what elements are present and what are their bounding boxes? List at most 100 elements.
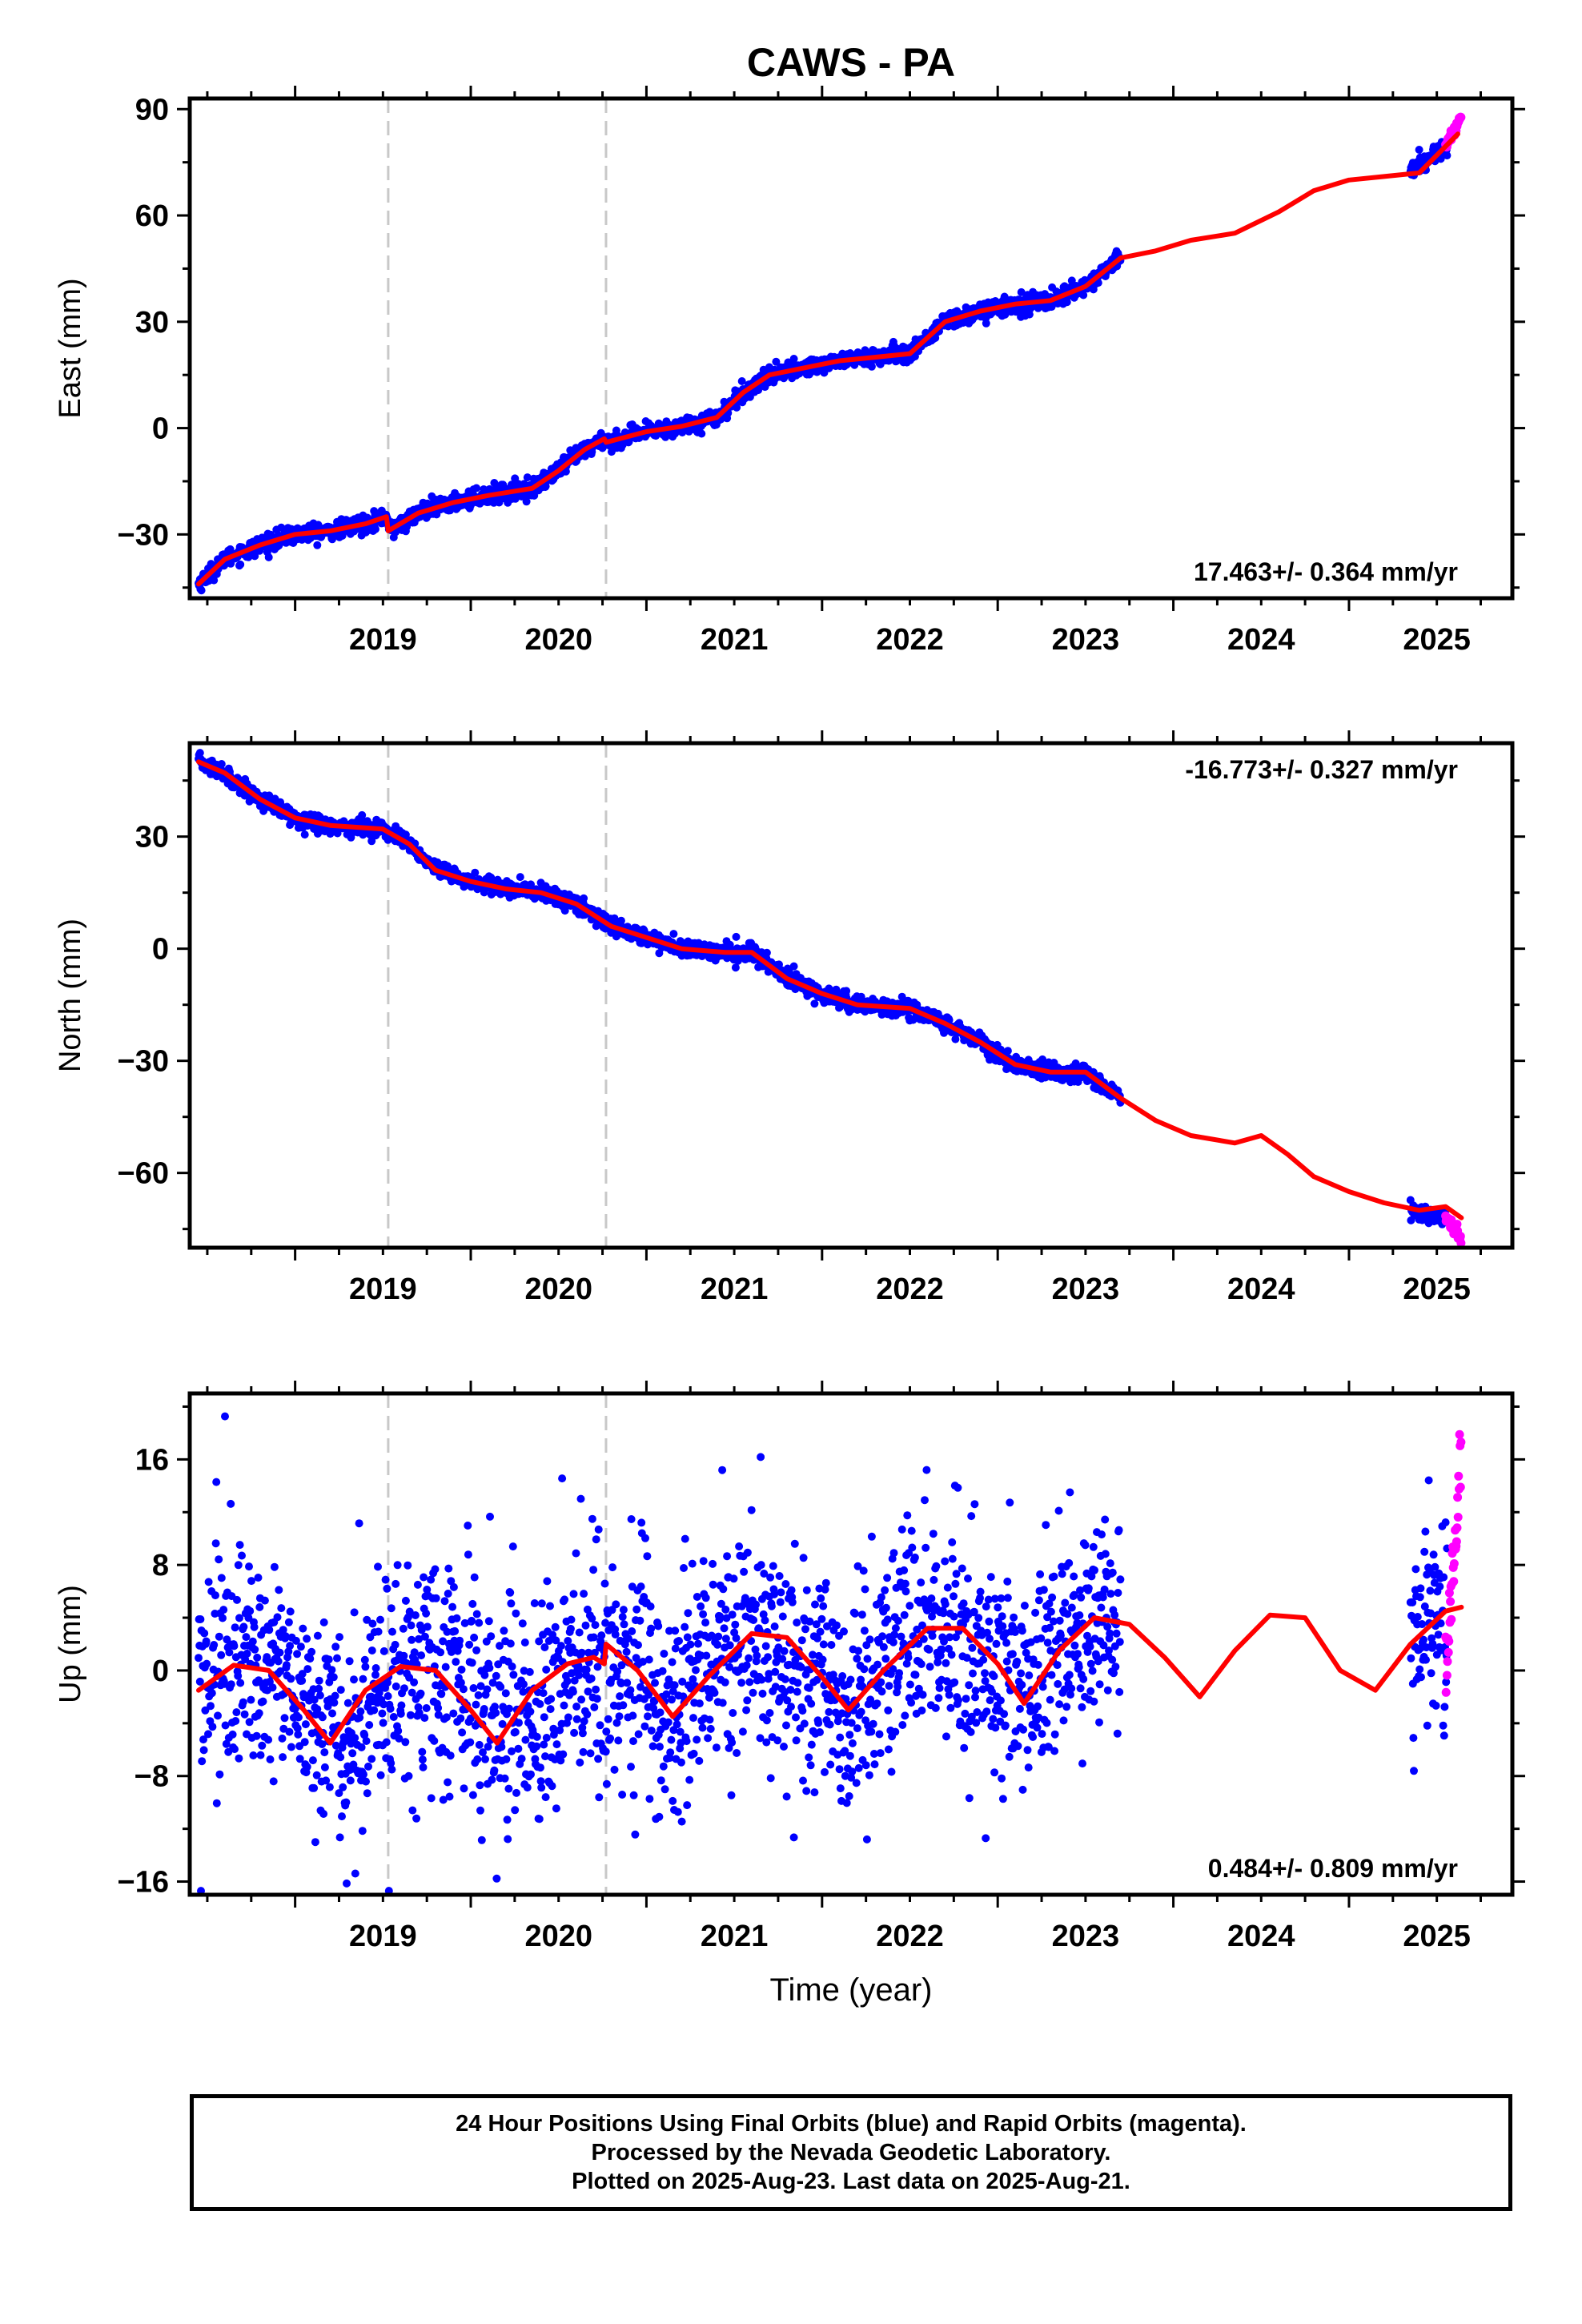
final-orbit-point bbox=[219, 1606, 228, 1614]
final-orbit-point bbox=[458, 1728, 467, 1737]
final-orbit-point bbox=[362, 1737, 371, 1745]
final-orbit-point bbox=[388, 1627, 396, 1636]
final-orbit-point bbox=[287, 1675, 295, 1683]
final-orbit-point bbox=[307, 1647, 316, 1656]
final-orbit-point bbox=[535, 1815, 544, 1823]
final-orbit-point bbox=[231, 1745, 239, 1754]
final-orbit-point bbox=[397, 1701, 406, 1710]
final-orbit-point bbox=[367, 1755, 376, 1763]
final-orbit-point bbox=[335, 1833, 344, 1842]
final-orbit-point bbox=[247, 1577, 255, 1586]
final-orbit-point bbox=[580, 894, 588, 903]
final-orbit-point bbox=[246, 1606, 255, 1615]
final-orbit-point bbox=[413, 1580, 422, 1589]
final-orbit-point bbox=[508, 1663, 516, 1671]
final-orbit-point bbox=[465, 1640, 474, 1649]
y-tick-label: 30 bbox=[135, 821, 169, 854]
final-orbit-point bbox=[348, 1749, 357, 1758]
final-orbit-point bbox=[504, 1835, 512, 1844]
final-orbit-point bbox=[444, 1590, 452, 1598]
final-orbit-point bbox=[197, 586, 206, 595]
final-orbit-point bbox=[542, 1734, 551, 1742]
final-orbit-point bbox=[217, 1574, 226, 1582]
final-orbit-point bbox=[306, 1655, 315, 1663]
final-orbit-point bbox=[255, 1709, 263, 1718]
final-orbit-point bbox=[492, 1874, 501, 1883]
final-orbit-point bbox=[284, 1618, 293, 1626]
final-orbit-point bbox=[211, 1539, 220, 1548]
final-orbit-point bbox=[473, 1755, 482, 1763]
final-orbit-point bbox=[472, 1610, 481, 1618]
final-orbit-point bbox=[269, 1777, 278, 1786]
final-orbit-point bbox=[242, 1633, 251, 1642]
final-orbit-point bbox=[371, 525, 379, 533]
final-orbit-point bbox=[367, 1647, 376, 1655]
final-orbit-point bbox=[484, 1617, 493, 1626]
final-orbit-point bbox=[490, 1766, 499, 1775]
final-orbit-point bbox=[485, 1663, 494, 1672]
final-orbit-point bbox=[232, 1708, 241, 1717]
final-orbit-point bbox=[391, 1579, 400, 1588]
final-orbit-point bbox=[537, 1599, 546, 1608]
final-orbit-point bbox=[546, 1602, 554, 1610]
final-orbit-point bbox=[256, 1751, 265, 1759]
final-orbit-point bbox=[515, 1719, 523, 1727]
final-orbit-point bbox=[264, 553, 273, 561]
final-orbit-point bbox=[359, 1770, 367, 1779]
final-orbit-point bbox=[540, 1740, 548, 1749]
final-orbit-point bbox=[351, 1734, 359, 1743]
final-orbit-point bbox=[503, 1815, 512, 1824]
final-orbit-point bbox=[268, 1683, 277, 1692]
final-orbit-point bbox=[483, 1685, 492, 1694]
final-orbit-point bbox=[408, 1635, 416, 1644]
final-orbit-point bbox=[432, 1594, 440, 1602]
final-orbit-point bbox=[376, 1615, 384, 1624]
final-orbit-point bbox=[351, 1869, 359, 1878]
final-orbit-point bbox=[225, 1648, 234, 1657]
final-orbit-point bbox=[342, 1798, 351, 1807]
final-orbit-point bbox=[1415, 146, 1423, 154]
final-orbit-point bbox=[430, 1736, 439, 1745]
final-orbit-point bbox=[423, 1622, 432, 1631]
y-axis-label: East (mm) bbox=[54, 278, 87, 418]
final-orbit-point bbox=[273, 1613, 282, 1622]
final-orbit-point bbox=[243, 1649, 251, 1658]
final-orbit-point bbox=[525, 1667, 534, 1676]
final-orbit-point bbox=[248, 1637, 257, 1646]
final-orbit-point bbox=[274, 1657, 283, 1666]
final-orbit-point bbox=[514, 1744, 523, 1753]
final-orbit-point bbox=[422, 1704, 431, 1712]
final-orbit-point bbox=[418, 1747, 427, 1756]
final-orbit-point bbox=[219, 1614, 227, 1622]
x-tick-label: 2019 bbox=[349, 623, 417, 657]
final-orbit-point bbox=[387, 1765, 396, 1774]
final-orbit-point bbox=[343, 1699, 352, 1707]
final-orbit-point bbox=[204, 1578, 213, 1586]
final-orbit-point bbox=[350, 1608, 359, 1617]
x-tick-label: 2024 bbox=[1227, 1273, 1295, 1306]
final-orbit-point bbox=[239, 1622, 248, 1631]
final-orbit-point bbox=[448, 1602, 457, 1611]
final-orbit-point bbox=[543, 1577, 552, 1586]
final-orbit-point bbox=[459, 1685, 468, 1694]
final-orbit-point bbox=[235, 1754, 243, 1763]
final-orbit-point bbox=[418, 1755, 427, 1764]
final-orbit-point bbox=[547, 1695, 556, 1703]
final-orbit-point bbox=[446, 506, 455, 515]
final-orbit-point bbox=[470, 1573, 479, 1582]
final-orbit-point bbox=[238, 1551, 246, 1560]
x-tick-label: 2019 bbox=[349, 1273, 417, 1306]
final-orbit-point bbox=[379, 1647, 388, 1655]
final-orbit-point bbox=[286, 1607, 295, 1616]
final-orbit-point bbox=[336, 1686, 345, 1695]
final-orbit-point bbox=[507, 1599, 516, 1608]
final-orbit-point bbox=[325, 1783, 334, 1791]
final-orbit-point bbox=[410, 1678, 419, 1687]
final-orbit-point bbox=[532, 1732, 541, 1741]
final-orbit-point bbox=[536, 1699, 544, 1708]
final-orbit-point bbox=[445, 1792, 454, 1801]
final-orbit-point bbox=[212, 1799, 221, 1807]
final-orbit-point bbox=[401, 1596, 410, 1605]
